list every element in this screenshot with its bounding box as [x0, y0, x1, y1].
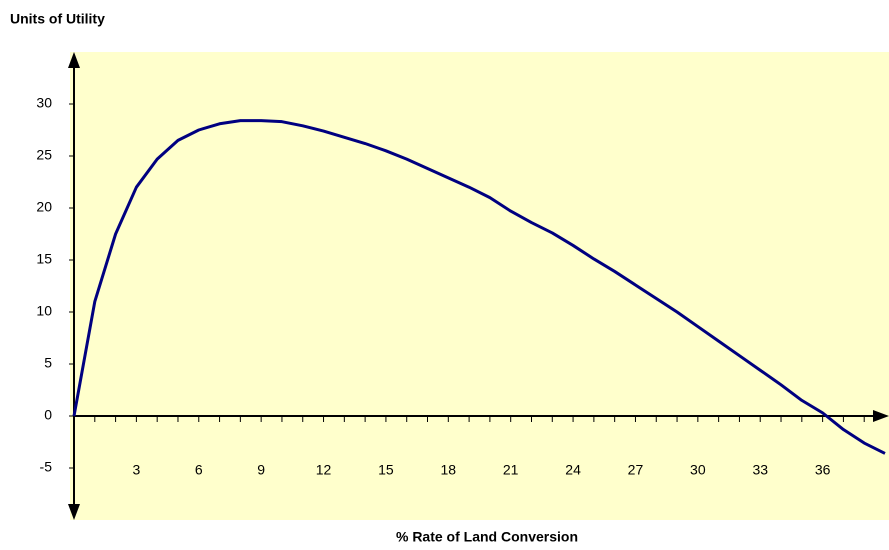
- y-tick-label: 15: [36, 251, 52, 267]
- y-tick-label: -5: [40, 459, 53, 475]
- x-tick-label: 30: [690, 462, 706, 478]
- x-tick-label: 18: [441, 462, 457, 478]
- y-tick-label: 0: [44, 407, 52, 423]
- y-tick-label: 20: [36, 199, 52, 215]
- x-tick-label: 15: [378, 462, 394, 478]
- y-tick-label: 30: [36, 95, 52, 111]
- x-tick-label: 24: [565, 462, 581, 478]
- arrow-head: [68, 504, 80, 520]
- plot-background: [70, 52, 889, 520]
- x-tick-label: 21: [503, 462, 519, 478]
- x-tick-label: 9: [257, 462, 265, 478]
- y-tick-label: 25: [36, 147, 52, 163]
- x-tick-label: 6: [195, 462, 203, 478]
- y-axis-title: Units of Utility: [10, 11, 105, 27]
- y-tick-label: 10: [36, 303, 52, 319]
- x-tick-label: 33: [752, 462, 768, 478]
- x-tick-label: 36: [815, 462, 831, 478]
- x-tick-label: 3: [132, 462, 140, 478]
- x-tick-label: 12: [316, 462, 332, 478]
- x-tick-label: 27: [628, 462, 644, 478]
- arrow-head: [873, 410, 889, 422]
- line-series: [72, 119, 886, 455]
- x-axis-title: % Rate of Land Conversion: [396, 529, 578, 545]
- arrow-head: [68, 52, 80, 68]
- y-tick-label: 5: [44, 355, 52, 371]
